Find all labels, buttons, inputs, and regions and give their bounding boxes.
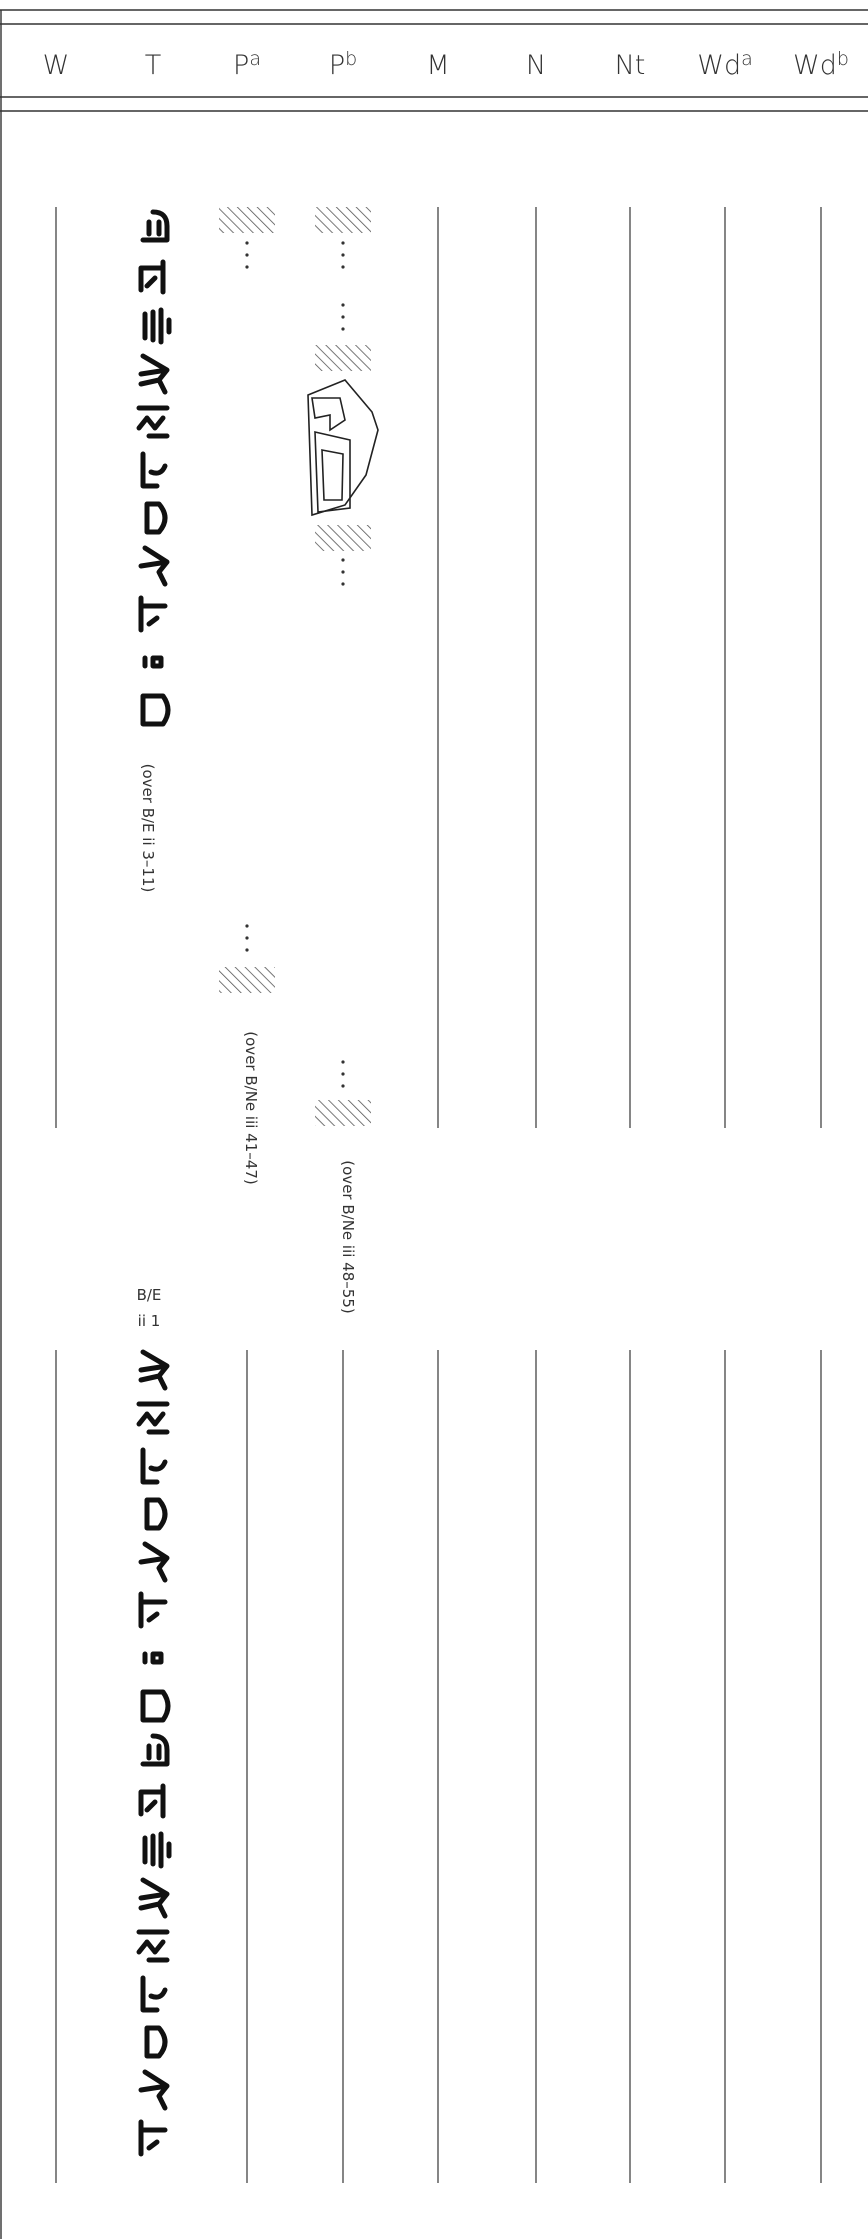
note: (over B/Ne iii 41–47) xyxy=(242,1031,260,1184)
header-sup: a xyxy=(249,48,261,70)
hieroglyph xyxy=(140,693,171,727)
ellipsis-dot xyxy=(341,1060,345,1064)
header-sup: b xyxy=(345,48,357,70)
column-header: M xyxy=(426,50,449,81)
column-header: Wda xyxy=(697,48,753,81)
header-label: P xyxy=(329,50,345,81)
hieroglyph xyxy=(140,209,170,243)
header-label: P xyxy=(233,50,249,81)
hieroglyph xyxy=(138,545,170,587)
column-header: T xyxy=(145,50,162,81)
column-lines xyxy=(55,207,822,2183)
hieroglyph xyxy=(138,353,170,395)
ellipsis-dot xyxy=(341,327,345,331)
header-label: Nt xyxy=(615,50,646,81)
ellipsis-dot xyxy=(245,253,249,257)
note: (over B/E ii 3–11) xyxy=(139,764,157,893)
column-header: W xyxy=(43,50,70,81)
ellipsis-dot xyxy=(341,582,345,586)
marker: B/E xyxy=(137,1286,162,1304)
hieroglyph xyxy=(136,1401,170,1435)
ellipsis-dot xyxy=(341,558,345,562)
ellipsis-dot xyxy=(341,265,345,269)
ellipsis-dot xyxy=(245,241,249,245)
hieroglyph xyxy=(138,1541,170,1583)
lacuna-hatch xyxy=(315,1100,371,1126)
column-header: Pb xyxy=(329,48,357,81)
column-header: Nt xyxy=(615,50,646,81)
ellipsis-dot xyxy=(245,265,249,269)
hieroglyph xyxy=(136,405,170,439)
hieroglyph xyxy=(136,1929,170,1963)
header-label: Wd xyxy=(697,50,741,81)
lacuna-hatch xyxy=(219,207,275,233)
hieroglyph xyxy=(144,1497,168,1531)
header-label: W xyxy=(43,50,70,81)
hieroglyph xyxy=(140,1447,168,1485)
hieroglyph xyxy=(138,259,166,295)
facsimile-drawing xyxy=(307,379,379,517)
lacuna-hatch xyxy=(315,525,371,551)
ellipsis-dot xyxy=(341,241,345,245)
header-label: Wd xyxy=(793,50,837,81)
ellipsis-dot xyxy=(341,1084,345,1088)
ellipsis-dot xyxy=(341,303,345,307)
hieroglyph xyxy=(140,1689,171,1723)
header-label: N xyxy=(526,50,546,81)
lacuna-hatch xyxy=(315,207,371,233)
header-sup: a xyxy=(741,48,753,70)
ellipsis-dot xyxy=(341,315,345,319)
hieroglyph xyxy=(140,1975,168,2013)
ellipsis-dot xyxy=(341,570,345,574)
header-label: T xyxy=(145,50,162,81)
header-label: M xyxy=(426,50,449,81)
ellipsis-dot xyxy=(245,948,249,952)
hieroglyph xyxy=(140,1733,170,1767)
lacuna-hatch xyxy=(219,967,275,993)
column-header: N xyxy=(526,50,546,81)
hieroglyph xyxy=(138,595,168,633)
column-headers: W T Pa Pb M N Nt Wda Wdb xyxy=(43,48,849,81)
lacuna-hatch xyxy=(315,345,371,371)
hieroglyph xyxy=(138,2069,170,2111)
note: (over B/Ne iii 48–55) xyxy=(339,1160,357,1313)
header-sup: b xyxy=(837,48,849,70)
hieroglyph xyxy=(142,655,164,669)
column-header: Wdb xyxy=(793,48,849,81)
ellipsis-dot xyxy=(245,924,249,928)
hieroglyph xyxy=(138,2119,168,2157)
ellipsis-dot xyxy=(245,936,249,940)
ellipsis-dot xyxy=(341,253,345,257)
hieroglyph xyxy=(144,501,168,535)
ellipsis-dot xyxy=(341,1072,345,1076)
hieroglyph xyxy=(142,1831,172,1869)
hieroglyph xyxy=(142,1651,164,1665)
hieroglyph xyxy=(142,307,172,345)
column-header: Pa xyxy=(233,48,261,81)
hieroglyph xyxy=(144,2025,168,2059)
hieroglyph xyxy=(138,1591,168,1629)
hieroglyph xyxy=(138,1349,170,1391)
hieroglyphs xyxy=(136,209,172,2157)
hieroglyph xyxy=(140,451,168,489)
marker: ii 1 xyxy=(138,1312,161,1330)
hieroglyph xyxy=(138,1783,166,1819)
hieroglyph xyxy=(138,1877,170,1919)
